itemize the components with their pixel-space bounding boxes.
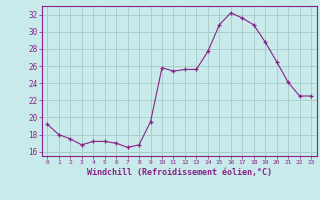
X-axis label: Windchill (Refroidissement éolien,°C): Windchill (Refroidissement éolien,°C) bbox=[87, 168, 272, 177]
